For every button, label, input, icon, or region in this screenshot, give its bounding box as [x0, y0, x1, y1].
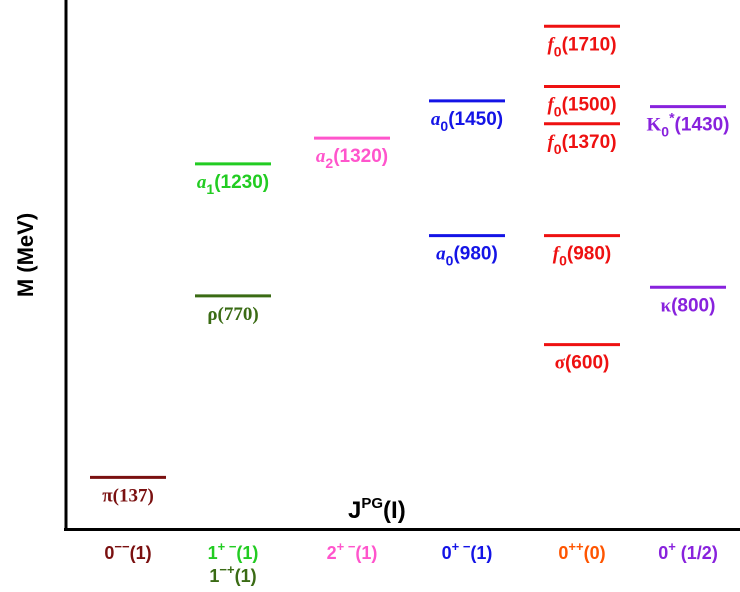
- level-label-a0-980: a0(980): [436, 244, 498, 269]
- level-label-a0-1450: a0(1450): [431, 109, 503, 134]
- level-label-a2: a2(1320): [316, 146, 388, 171]
- level-f0-1500: f0(1500): [544, 85, 620, 120]
- category-label-c1: 0−−(1): [104, 539, 151, 563]
- level-kappa: κ(800): [650, 285, 726, 316]
- level-f0-1710: f0(1710): [544, 24, 620, 59]
- categories-layer: 0−−(1) 1+ −(1)1−+(1) 2+ −(1) 0+ −(1) 0++(0) 0…: [104, 539, 717, 586]
- level-label-K0star: K0*(1430): [647, 110, 730, 140]
- category-label-c3: 2+ −(1): [327, 539, 378, 563]
- level-label-f0-1370: f0(1370): [547, 132, 616, 157]
- y-axis-label: M (MeV): [13, 213, 38, 297]
- level-rho: ρ(770): [195, 294, 271, 325]
- level-pi: π(137): [90, 475, 166, 506]
- category-label-c5: 0++(0): [558, 539, 605, 563]
- level-f0-980: f0(980): [544, 234, 620, 269]
- category-label-c2-second: 1−+(1): [209, 562, 256, 586]
- level-sigma: σ(600): [544, 343, 620, 374]
- level-label-sigma: σ(600): [555, 353, 610, 374]
- category-label-c6: 0+ (1/2): [658, 539, 718, 563]
- category-label-c4: 0+ −(1): [442, 539, 493, 563]
- level-label-f0-980: f0(980): [553, 244, 611, 269]
- category-label-c2: 1+ −(1): [208, 539, 259, 563]
- levels-layer: π(137) ρ(770) a1(1230) a2(1320) a0(980) a0(14…: [90, 24, 730, 506]
- level-label-f0-1500: f0(1500): [547, 95, 616, 120]
- level-label-a1: a1(1230): [197, 172, 269, 197]
- level-label-rho: ρ(770): [207, 304, 258, 325]
- level-a0-1450: a0(1450): [429, 99, 505, 134]
- x-axis-label: JPG(I): [348, 495, 406, 524]
- level-K0star: K0*(1430): [647, 105, 730, 140]
- level-label-f0-1710: f0(1710): [547, 34, 616, 59]
- level-a1: a1(1230): [195, 162, 271, 197]
- level-a2: a2(1320): [314, 136, 390, 171]
- level-f0-1370: f0(1370): [544, 122, 620, 157]
- level-label-pi: π(137): [102, 485, 154, 506]
- level-label-kappa: κ(800): [661, 295, 716, 316]
- level-a0-980: a0(980): [429, 234, 505, 269]
